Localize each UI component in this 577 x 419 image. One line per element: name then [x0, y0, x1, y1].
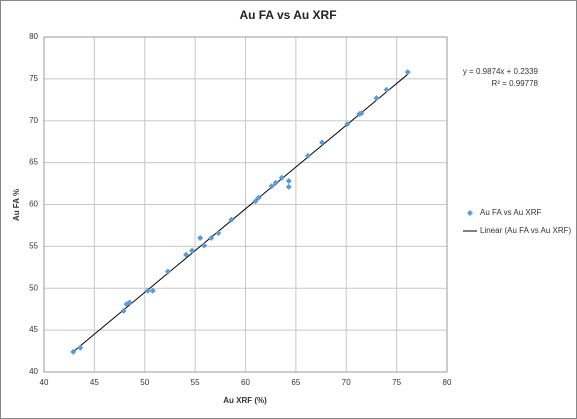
y-tick-label: 80	[29, 32, 38, 41]
y-tick-label: 50	[29, 283, 38, 292]
plot-area	[43, 36, 448, 373]
data-point	[304, 152, 311, 159]
trendline-r2: R² = 0.99778	[492, 79, 539, 88]
data-point	[252, 198, 259, 205]
data-point	[70, 348, 77, 355]
data-point	[197, 235, 204, 241]
trendline	[72, 73, 409, 353]
y-tick-label: 55	[29, 241, 38, 250]
trendline-equation: y = 0.9874x + 0.2339	[463, 67, 539, 76]
chart-title: Au FA vs Au XRF	[239, 8, 336, 22]
data-point	[383, 86, 390, 93]
data-point	[201, 242, 208, 249]
data-point	[344, 121, 351, 128]
legend-label: Au FA vs Au XRF	[480, 208, 541, 217]
data-point	[319, 139, 326, 146]
data-point	[404, 69, 411, 76]
data-point	[255, 194, 262, 201]
x-tick-label: 60	[241, 378, 250, 387]
data-point	[123, 301, 130, 308]
y-tick-label: 45	[29, 325, 38, 334]
data-point	[189, 247, 196, 254]
x-tick-label: 80	[443, 378, 452, 387]
legend-label: Linear (Au FA vs Au XRF)	[480, 226, 571, 235]
y-tick-label: 75	[29, 74, 38, 83]
data-point	[208, 235, 215, 241]
data-point	[278, 174, 285, 181]
data-point	[228, 216, 235, 223]
y-tick-label: 60	[29, 200, 38, 209]
data-point	[272, 179, 279, 186]
data-point	[373, 95, 380, 102]
data-point	[77, 344, 84, 351]
x-tick-label: 75	[392, 378, 401, 387]
data-point	[358, 110, 365, 117]
x-tick-label: 50	[140, 378, 149, 387]
data-point	[215, 229, 222, 236]
data-point	[285, 183, 292, 190]
y-tick-label: 70	[29, 116, 38, 125]
y-tick-label: 65	[29, 158, 38, 167]
y-tick-label: 40	[29, 367, 38, 376]
data-point	[120, 307, 127, 314]
data-point	[268, 183, 275, 190]
x-tick-label: 70	[342, 378, 351, 387]
data-point	[144, 287, 151, 294]
data-point	[164, 268, 171, 275]
data-point	[126, 299, 133, 306]
x-tick-label: 45	[90, 378, 99, 387]
x-tick-label: 65	[291, 378, 300, 387]
x-tick-label: 40	[40, 378, 49, 387]
y-axis-title: Au FA %	[12, 189, 21, 221]
legend-marker	[467, 210, 473, 216]
data-point	[149, 287, 156, 294]
x-axis-title: Au XRF (%)	[223, 396, 267, 405]
x-tick-label: 55	[191, 378, 200, 387]
data-point	[183, 251, 190, 258]
data-point	[285, 178, 292, 185]
